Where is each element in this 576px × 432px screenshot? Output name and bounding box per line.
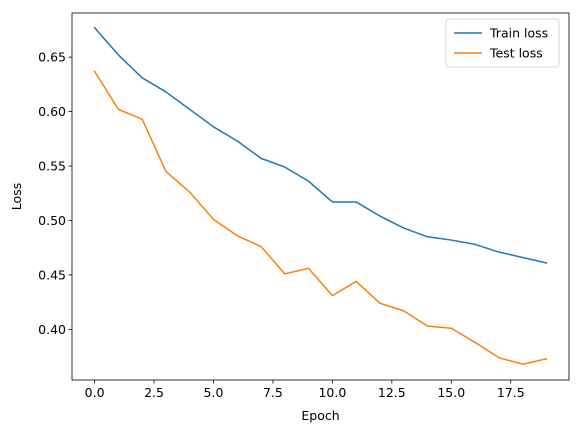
plot-frame-border: [71, 12, 570, 381]
y-tick-label: 0.40: [38, 322, 66, 337]
x-tick-label: 15.0: [437, 385, 465, 400]
legend-label-1: Test loss: [489, 46, 543, 61]
x-tick-label: 12.5: [378, 385, 406, 400]
y-axis-title: Loss: [9, 183, 24, 210]
x-tick-label: 7.5: [263, 385, 283, 400]
y-tick-label: 0.45: [38, 267, 66, 282]
series-layer: [93, 26, 548, 365]
y-tick-label: 0.55: [38, 159, 66, 174]
x-axis-title: Epoch: [301, 408, 339, 423]
y-tick-label: 0.60: [38, 104, 66, 119]
x-tick-label: 2.5: [144, 385, 164, 400]
x-tick-label: 0.0: [85, 385, 105, 400]
legend-box: [445, 18, 560, 68]
y-tick-label: 0.65: [38, 50, 66, 65]
series-line-0: [93, 26, 548, 264]
plot-area: [72, 13, 569, 380]
x-tick-label: 5.0: [204, 385, 224, 400]
y-tick-label: 0.50: [38, 213, 66, 228]
x-axis: 0.0 2.5 5.0 7.5 10.0 12.5 15.0 17.5: [85, 380, 525, 400]
legend: Train loss Test loss: [445, 18, 560, 68]
series-line-1: [93, 70, 548, 365]
x-tick-label: 17.5: [497, 385, 525, 400]
x-tick-label: 10.0: [318, 385, 346, 400]
y-axis: 0.40 0.45 0.50 0.55 0.60 0.65: [38, 50, 72, 337]
legend-label-0: Train loss: [489, 26, 548, 41]
